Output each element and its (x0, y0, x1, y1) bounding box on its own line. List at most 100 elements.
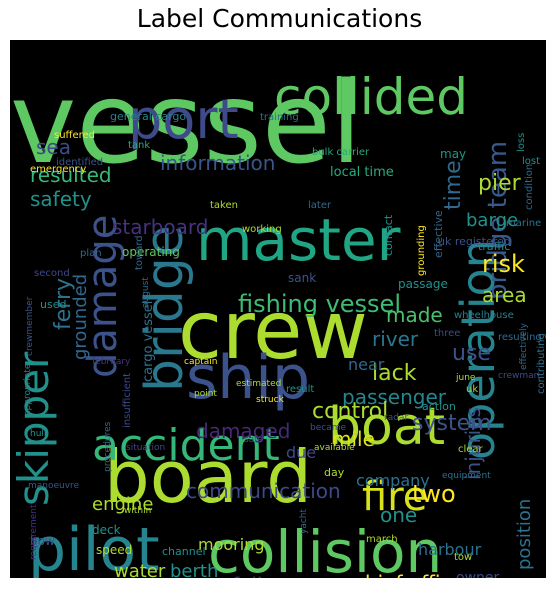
word-starboard: starboard (112, 215, 209, 239)
word-lack: lack (372, 361, 417, 386)
word-resulted: resulted (30, 163, 112, 187)
chart-title: Label Communications (136, 4, 423, 33)
word-grounding: grounding (416, 225, 427, 276)
word-barge: barge (466, 210, 518, 231)
word-ship: ship (186, 343, 310, 413)
word-damaged: damaged (196, 419, 290, 443)
word-lost: lost (522, 156, 540, 167)
word-action: action (422, 400, 456, 413)
word-failure: failure (232, 573, 295, 578)
word-identified: identified (56, 157, 103, 168)
word-near: near (348, 355, 385, 374)
word-one: one (380, 503, 417, 527)
word-system: system (412, 411, 492, 436)
word-ferry: ferry (51, 278, 76, 330)
cloud-background (10, 40, 546, 578)
word-second: second (34, 268, 70, 279)
word-use: use (452, 341, 491, 366)
word-bridge: bridge (135, 225, 195, 392)
word-taken: taken (210, 200, 238, 211)
word-owner: owner (456, 570, 500, 578)
word-contact: contact (382, 214, 395, 256)
word-fishing-vessel: fishing vessel (238, 290, 401, 318)
word-company: company (356, 471, 430, 490)
word-berth: berth (170, 561, 218, 578)
word-tow: tow (454, 552, 472, 563)
word-traffic: traffic (478, 240, 510, 253)
word-channel: channel (162, 545, 206, 558)
word-crew: crew (178, 284, 368, 377)
word-injuries: injuries (461, 407, 485, 480)
word-available: available (314, 443, 355, 453)
word-operating: operating (122, 245, 180, 259)
word-contributing: contributing (536, 333, 546, 394)
word-august: august (141, 277, 151, 308)
word-due: due (286, 443, 316, 462)
word-resulting: resulting (498, 332, 542, 343)
word-two: two (412, 480, 456, 508)
word-bridge-team: bridge team (483, 141, 513, 300)
word-control: control (312, 399, 388, 424)
word-water: water (114, 561, 166, 578)
word-june: june (455, 373, 476, 383)
word-collision: collision (208, 518, 442, 578)
word-condition: condition (524, 164, 535, 210)
word-position: position (514, 499, 535, 570)
word-general-cargo: general cargo (110, 110, 186, 123)
word-collided: collided (274, 68, 468, 126)
word-working: working (242, 224, 282, 235)
word-pier: pier (478, 171, 522, 196)
word-skipper: skipper (10, 351, 58, 506)
word-boat: boat (328, 397, 445, 457)
word-board: board (104, 435, 312, 519)
word-insufficient: insufficient (122, 373, 133, 428)
word-toward: toward (134, 235, 145, 270)
word-bow: bow (30, 534, 55, 548)
word-day: day (324, 466, 345, 479)
word-within: within (124, 506, 151, 516)
word-radar: radar (384, 413, 408, 423)
word-time: time (441, 160, 466, 210)
word-equipment: equipment (442, 471, 491, 481)
word-sank: sank (288, 271, 316, 285)
word-result: result (286, 384, 314, 395)
word-cloud: vesselcrewboardmastercollisionpilotshipb… (10, 40, 546, 578)
word-vessel: vessel (10, 59, 362, 189)
word-master: master (196, 206, 401, 274)
word-operation: operation (451, 239, 505, 460)
word-tank: tank (128, 140, 150, 151)
word-harbour: harbour (418, 540, 482, 559)
word-struck: struck (256, 395, 285, 405)
word-became: became (310, 423, 346, 433)
word-wheelhouse: wheelhouse (454, 310, 514, 321)
word-clear: clear (458, 444, 484, 455)
word-suffered: suffered (54, 130, 95, 141)
word-local-time: local time (330, 165, 394, 180)
word-point: point (194, 389, 217, 399)
word-made: made (386, 303, 443, 327)
word-captain: captain (184, 357, 217, 367)
word-situation: situation (126, 443, 165, 453)
word-hull: hull (30, 429, 46, 439)
word-fire: fire (362, 474, 427, 520)
word-effective: effective (432, 210, 445, 258)
word-marine: marine (506, 218, 541, 229)
word-engine: engine (92, 494, 153, 515)
word-passenger: passenger (342, 385, 447, 409)
word-bulk-carrier: bulk carrier (312, 147, 370, 158)
word-manoeuvre: manoeuvre (28, 481, 80, 491)
word-group: vesselcrewboardmastercollisionpilotshipb… (10, 59, 546, 578)
word-yacht: yacht (299, 509, 309, 534)
word-speed: speed (96, 543, 132, 557)
word-passage: passage (398, 277, 448, 291)
word-uk: uk (466, 384, 478, 395)
word-accident: accident (92, 420, 280, 471)
word-crewmember: crewmember (25, 296, 35, 356)
word-march: march (366, 534, 398, 545)
word-deck: deck (92, 523, 121, 537)
word-uk-registered: uk registered (438, 235, 511, 248)
word-used: used (40, 298, 66, 311)
word-appropriate: appropriate (23, 363, 33, 416)
word-plan: plan (80, 248, 102, 259)
word-estimated: estimated (236, 379, 281, 389)
